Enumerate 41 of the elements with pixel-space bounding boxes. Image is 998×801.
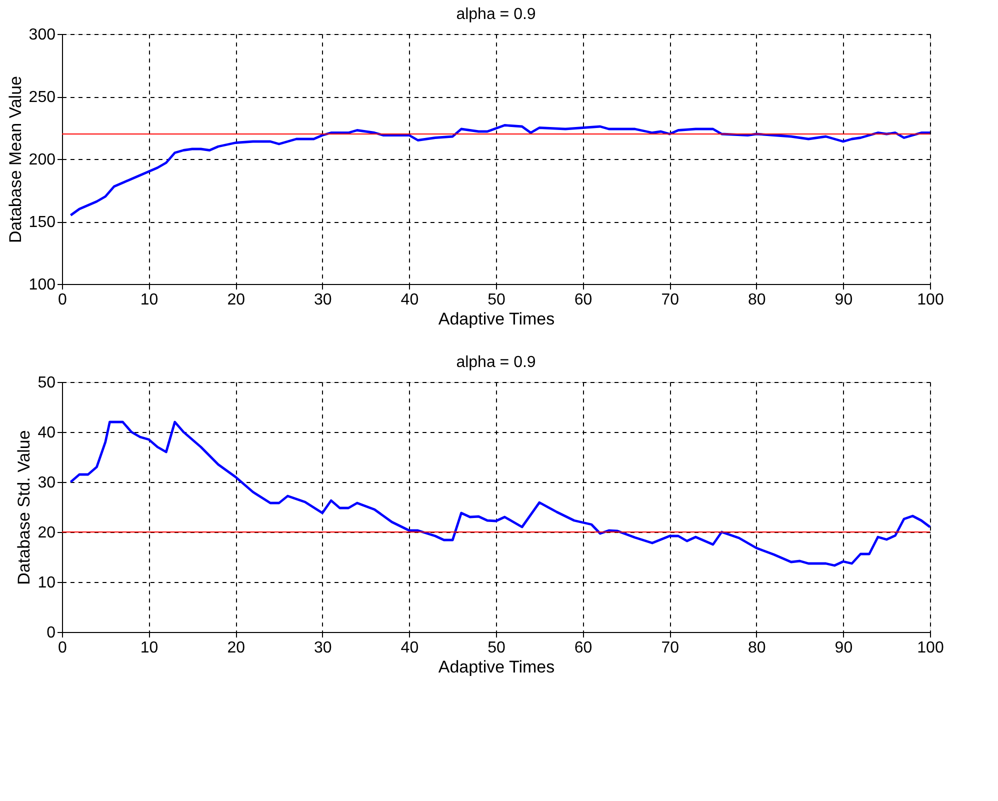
x-tick-label: 90 bbox=[834, 640, 853, 656]
x-tick-label: 70 bbox=[661, 640, 680, 656]
x-tick-label: 30 bbox=[314, 640, 332, 656]
x-tick-label: 0 bbox=[58, 640, 68, 656]
y-tick-label: 300 bbox=[28, 26, 56, 44]
x-tick-label: 30 bbox=[314, 292, 332, 308]
line-series bbox=[69, 420, 932, 567]
x-tick-label: 100 bbox=[917, 640, 944, 656]
x-tick-label: 80 bbox=[748, 640, 766, 656]
y-tick-label: 200 bbox=[28, 152, 56, 168]
x-axis-title: Adaptive Times bbox=[438, 658, 555, 676]
x-tick-label: 40 bbox=[400, 640, 419, 656]
x-tick-label: 10 bbox=[140, 640, 158, 656]
x-axis-title: Adaptive Times bbox=[438, 310, 555, 328]
x-tick-label: 50 bbox=[488, 640, 506, 656]
x-tick-label: 90 bbox=[834, 292, 853, 308]
x-tick-label: 80 bbox=[748, 292, 766, 308]
y-tick-label: 50 bbox=[38, 374, 56, 392]
x-tick-label: 50 bbox=[488, 292, 506, 308]
x-tick-label: 100 bbox=[917, 292, 944, 308]
y-tick-label: 150 bbox=[28, 214, 56, 231]
y-tick-label: 40 bbox=[38, 424, 56, 442]
line-series bbox=[69, 124, 932, 216]
x-tick-label: 60 bbox=[574, 640, 592, 656]
x-tick-label: 20 bbox=[227, 292, 246, 308]
x-tick-label: 70 bbox=[661, 292, 680, 308]
y-tick-label: 30 bbox=[38, 474, 56, 492]
x-tick-label: 40 bbox=[400, 292, 419, 308]
y-tick-label: 0 bbox=[46, 624, 56, 642]
y-axis-title: Database Std. Value bbox=[14, 430, 34, 585]
chart-title: alpha = 0.9 bbox=[456, 354, 536, 371]
x-tick-label: 20 bbox=[227, 640, 246, 656]
y-tick-label: 20 bbox=[38, 524, 56, 542]
y-tick-label: 100 bbox=[28, 276, 56, 294]
chart-title: alpha = 0.9 bbox=[456, 6, 536, 23]
x-tick-label: 10 bbox=[140, 292, 158, 308]
x-tick-label: 60 bbox=[574, 292, 592, 308]
y-tick-label: 250 bbox=[28, 89, 56, 106]
y-tick-label: 10 bbox=[38, 574, 56, 592]
x-tick-label: 0 bbox=[58, 292, 68, 308]
y-axis-title: Database Mean Value bbox=[6, 76, 25, 243]
